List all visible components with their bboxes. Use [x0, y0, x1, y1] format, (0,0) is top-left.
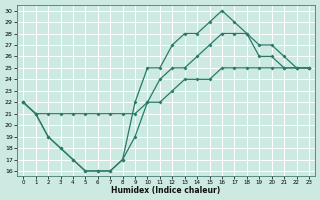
X-axis label: Humidex (Indice chaleur): Humidex (Indice chaleur) [111, 186, 221, 195]
